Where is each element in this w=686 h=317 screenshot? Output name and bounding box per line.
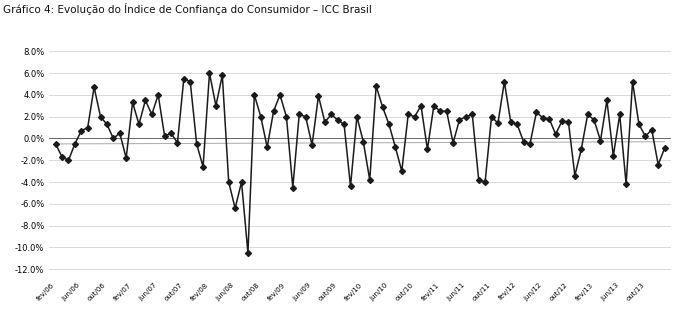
Text: Gráfico 4: Evolução do Índice de Confiança do Consumidor – ICC Brasil: Gráfico 4: Evolução do Índice de Confian… [3,3,372,15]
